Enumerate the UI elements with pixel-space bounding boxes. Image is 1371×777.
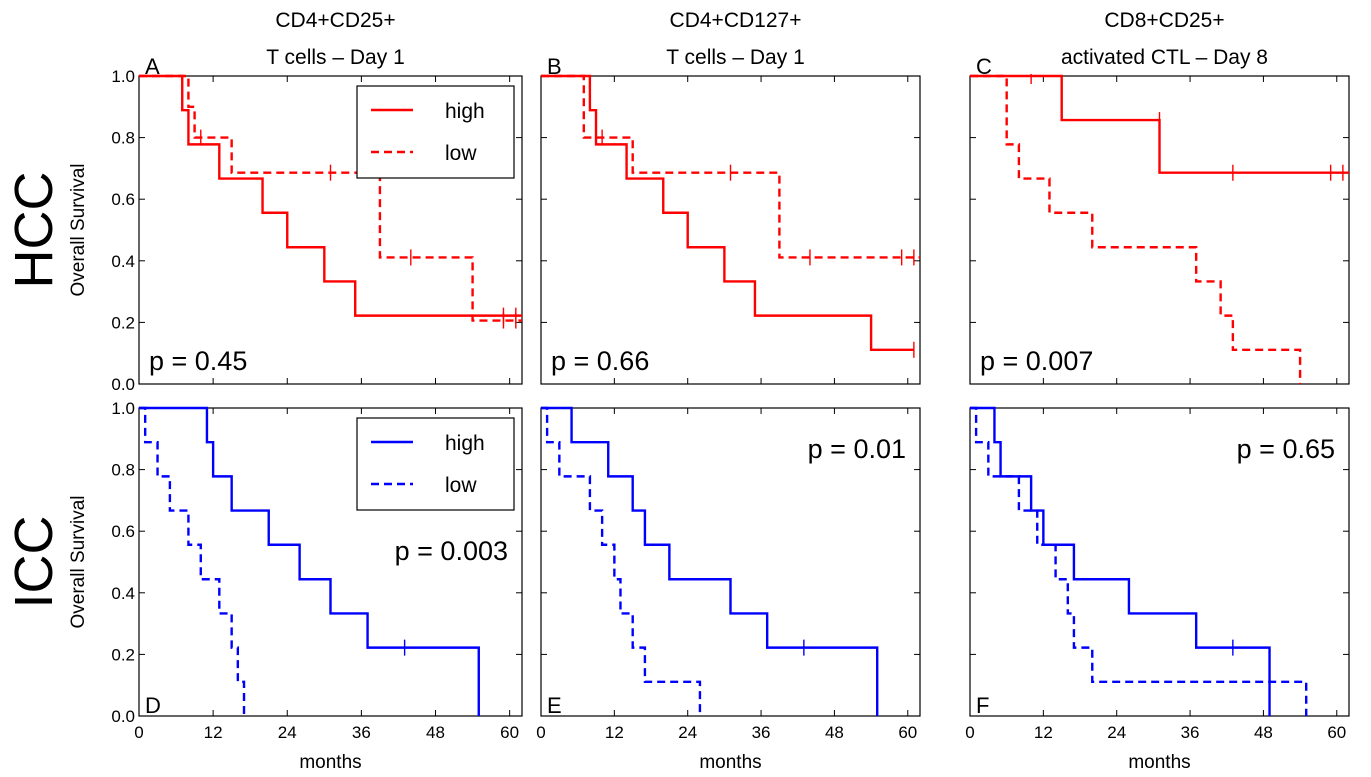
x-tick-label: 12	[605, 723, 624, 742]
x-tick-label: 48	[825, 723, 844, 742]
column-title-3-line-2: activated CTL – Day 8	[1061, 46, 1268, 69]
p-value: p = 0.003	[395, 536, 508, 566]
panel-letter: C	[976, 54, 992, 79]
plot-frame	[138, 75, 523, 385]
column-title-2-line-2: T cells – Day 1	[666, 46, 805, 69]
panels: 0.0 0.2 0.4 0.6 0.8 1.0 Overall Survival Ap = 0…	[68, 54, 1350, 773]
series-line-low	[139, 406, 246, 716]
y-tick-label: 0.4	[111, 252, 135, 271]
column-titles: CD4+CD25+ T cells – Day 1 CD4+CD127+ T cell…	[266, 9, 1268, 69]
plot-frame	[969, 407, 1350, 717]
y-tick-label: 0.8	[111, 461, 135, 480]
legend-hcc: high low	[356, 85, 515, 179]
panel-d: 0 12 24 36 48 60 0.0 0.2 0.4 0.6 0.8 1.0 Overall Sur…	[68, 399, 523, 773]
x-tick-label: 0	[134, 723, 143, 742]
x-tick-label: 36	[352, 723, 371, 742]
row-labels: HCC ICC	[4, 172, 64, 609]
plot-frame	[138, 407, 523, 717]
legend-box	[356, 417, 515, 511]
x-tick-label: 24	[278, 723, 297, 742]
plot-frame	[540, 407, 921, 717]
x-axis-label: months	[1128, 752, 1190, 773]
series-line-low	[139, 74, 522, 322]
y-tick-label: 0.4	[111, 584, 135, 603]
x-tick-label: 60	[1327, 723, 1346, 742]
series-line-low	[970, 406, 1308, 716]
y-axis-label: Overall Survival	[68, 495, 89, 628]
x-tick-label: 12	[204, 723, 223, 742]
panel-e: 0 12 24 36 48 60 months Ep = 0.01	[536, 406, 921, 773]
panel-letter: D	[145, 693, 161, 718]
legend-label-high: high	[445, 100, 485, 123]
panel-letter: F	[976, 693, 989, 718]
legend-label-low: low	[445, 142, 477, 165]
plot-frame	[969, 75, 1350, 385]
p-value: p = 0.65	[1237, 434, 1335, 464]
column-title-1-line-1: CD4+CD25+	[275, 9, 395, 32]
legend-label-high: high	[445, 432, 485, 455]
row-label-hcc: HCC	[4, 172, 64, 289]
column-title-2-line-1: CD4+CD127+	[670, 9, 802, 32]
p-value: p = 0.45	[149, 346, 247, 376]
panel-b: Bp = 0.66	[540, 54, 921, 385]
series-line-low	[541, 74, 920, 259]
legend-label-low: low	[445, 474, 477, 497]
column-title-1-line-2: T cells – Day 1	[266, 46, 405, 69]
y-tick-label: 0.8	[111, 129, 135, 148]
legend-box	[356, 85, 515, 179]
x-tick-label: 48	[426, 723, 445, 742]
legend-icc: high low	[356, 417, 515, 511]
panel-c: Cp = 0.007	[969, 54, 1350, 385]
x-tick-label: 0	[965, 723, 974, 742]
series-line-high	[139, 74, 522, 317]
y-tick-label: 0.2	[111, 313, 135, 332]
x-tick-label: 60	[500, 723, 519, 742]
series-line-low	[970, 74, 1302, 384]
x-tick-label: 48	[1254, 723, 1273, 742]
row-label-icc: ICC	[4, 516, 64, 609]
panel-letter: A	[145, 54, 160, 79]
column-title-3-line-1: CD8+CD25+	[1104, 9, 1224, 32]
series-line-high	[541, 406, 879, 716]
series-line-high	[970, 406, 1271, 716]
y-tick-label: 0.0	[111, 375, 135, 394]
x-axis-label: months	[699, 752, 761, 773]
x-tick-label: 0	[536, 723, 545, 742]
plot-frame	[540, 75, 921, 385]
panel-letter: B	[547, 54, 562, 79]
panel-letter: E	[547, 693, 562, 718]
x-tick-label: 36	[1181, 723, 1200, 742]
y-tick-label: 1.0	[111, 399, 135, 418]
series-line-high	[139, 406, 480, 716]
panel-a: 0.0 0.2 0.4 0.6 0.8 1.0 Overall Survival Ap = 0…	[68, 54, 523, 394]
y-tick-label: 0.2	[111, 645, 135, 664]
series-line-high	[541, 74, 914, 352]
x-tick-label: 60	[898, 723, 917, 742]
series-line-low	[541, 406, 702, 716]
x-tick-label: 36	[752, 723, 771, 742]
x-tick-label: 24	[1107, 723, 1126, 742]
y-tick-label: 0.6	[111, 522, 135, 541]
x-axis-label: months	[299, 752, 361, 773]
x-tick-label: 12	[1034, 723, 1053, 742]
series-line-high	[970, 74, 1349, 174]
panel-f: 0 12 24 36 48 60 months Fp = 0.65	[965, 406, 1350, 773]
p-value: p = 0.007	[980, 346, 1093, 376]
y-axis-label: Overall Survival	[68, 163, 89, 296]
y-tick-label: 0.0	[111, 707, 135, 726]
x-tick-label: 24	[678, 723, 697, 742]
y-tick-label: 1.0	[111, 67, 135, 86]
p-value: p = 0.66	[551, 346, 649, 376]
p-value: p = 0.01	[808, 434, 906, 464]
y-tick-label: 0.6	[111, 190, 135, 209]
